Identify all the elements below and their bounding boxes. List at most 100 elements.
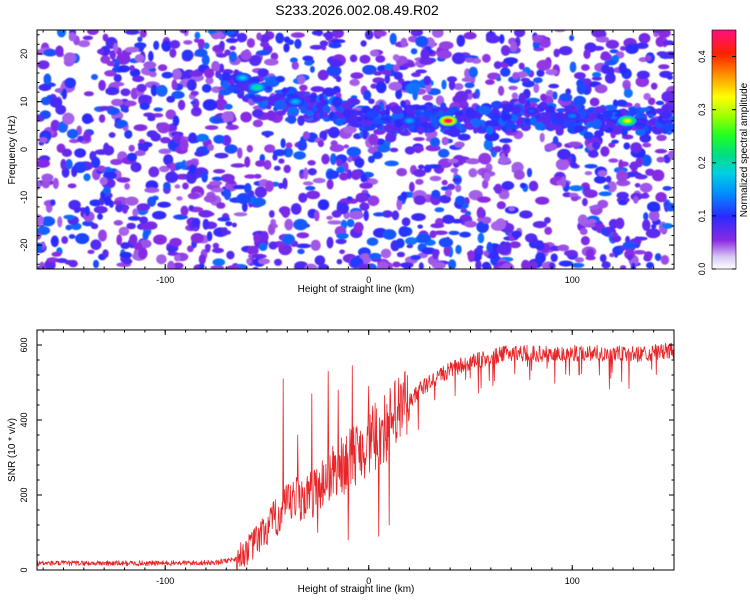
heatmap-ridge-cell (573, 125, 585, 133)
heatmap-ridge-cell (596, 114, 604, 120)
heatmap-cell (148, 50, 154, 62)
heatmap-cell (427, 164, 442, 169)
heatmap-cell (67, 183, 77, 189)
heatmap-cell (225, 265, 241, 269)
heatmap-cell (37, 226, 51, 235)
heatmap-cell (529, 102, 538, 107)
heatmap-cells (37, 30, 674, 269)
heatmap-cell (281, 233, 295, 245)
heatmap-ridge-cell (654, 108, 665, 114)
heatmap-cell (374, 30, 387, 37)
heatmap-cell (569, 162, 578, 169)
heatmap-cell (145, 180, 159, 191)
heatmap-ridge-cell (422, 109, 433, 117)
heatmap-cell (448, 79, 456, 91)
heatmap-cell (659, 70, 673, 78)
heatmap-cell (654, 253, 662, 262)
heatmap-cell (501, 181, 515, 190)
heatmap-cell (139, 216, 149, 225)
heatmap-cell (658, 64, 670, 70)
heatmap-peak (239, 76, 246, 80)
heatmap-cell (421, 247, 436, 255)
heatmap-cell (508, 85, 518, 91)
heatmap-cell (431, 261, 446, 269)
heatmap-cell (83, 173, 91, 182)
heatmap-cell (655, 192, 667, 203)
heatmap-cell (218, 63, 225, 73)
heatmap-cell (392, 64, 400, 72)
heatmap-cell (102, 186, 111, 195)
heatmap-cell (336, 259, 343, 265)
heatmap-cell (350, 72, 364, 79)
heatmap-cell (459, 100, 469, 110)
heatmap-cell (346, 196, 353, 201)
heatmap-cell (216, 202, 226, 209)
heatmap-cell (130, 164, 139, 171)
heatmap-cell (326, 236, 334, 249)
heatmap-cell (180, 205, 189, 216)
heatmap-cell (68, 32, 76, 42)
heatmap-cell (258, 258, 270, 265)
heatmap-cell (643, 212, 649, 221)
heatmap-cell (576, 82, 586, 95)
heatmap-cell (297, 248, 305, 255)
heatmap-cell (601, 261, 611, 269)
heatmap-cell (190, 90, 199, 96)
heatmap-cell (661, 91, 674, 103)
heatmap-ridge-cell (588, 112, 597, 122)
heatmap-y-axis-label: Frequency (Hz) (7, 116, 18, 185)
heatmap-ridge-cell (593, 106, 607, 114)
heatmap-cell (482, 53, 491, 63)
heatmap-cell (225, 221, 233, 227)
heatmap-cell (353, 222, 364, 233)
heatmap-cell (618, 159, 624, 170)
heatmap-cell (97, 213, 103, 220)
heatmap-cell (139, 102, 150, 110)
heatmap-cell (415, 35, 429, 48)
heatmap-cell (304, 60, 314, 66)
heatmap-cell (228, 51, 238, 63)
heatmap-cell (642, 142, 652, 148)
heatmap-cell (161, 71, 173, 79)
heatmap-cell (476, 221, 489, 233)
heatmap-cell (438, 148, 450, 158)
heatmap-cell (280, 138, 286, 149)
heatmap-cell (477, 217, 483, 223)
heatmap-cell (540, 93, 547, 102)
heatmap-cell (123, 100, 137, 107)
heatmap-cell (416, 233, 432, 243)
heatmap-cell (618, 200, 628, 206)
heatmap-cell (185, 159, 199, 167)
heatmap-cell (339, 172, 349, 181)
heatmap-cell (153, 40, 160, 50)
heatmap-cell (263, 159, 272, 170)
heatmap-cell (314, 210, 320, 222)
heatmap-cell (197, 38, 205, 49)
heatmap-cell (134, 42, 147, 49)
heatmap-cell (231, 222, 237, 228)
heatmap-cell (450, 167, 459, 173)
heatmap-cell (57, 121, 68, 133)
heatmap-cell (485, 34, 501, 44)
heatmap-cell (494, 183, 503, 194)
heatmap-cell (441, 79, 447, 90)
heatmap-cell (448, 259, 457, 269)
heatmap-cell (514, 30, 526, 38)
heatmap-cell (137, 36, 143, 42)
heatmap-cell (307, 168, 317, 176)
heatmap-cell (122, 204, 128, 214)
heatmap-cell (501, 262, 515, 269)
heatmap-cell (627, 254, 633, 261)
heatmap-ridge-cell (250, 76, 260, 84)
heatmap-cell (147, 115, 156, 122)
heatmap-cell (591, 45, 605, 51)
heatmap-cell (109, 81, 125, 87)
heatmap-cell (63, 214, 75, 220)
heatmap-ridge-cell (667, 104, 674, 115)
heatmap-cell (409, 181, 415, 193)
colorbar-tick-label: 0.2 (697, 157, 707, 170)
heatmap-cell (255, 160, 266, 167)
heatmap-cell (656, 134, 667, 141)
heatmap-cell (211, 176, 224, 181)
